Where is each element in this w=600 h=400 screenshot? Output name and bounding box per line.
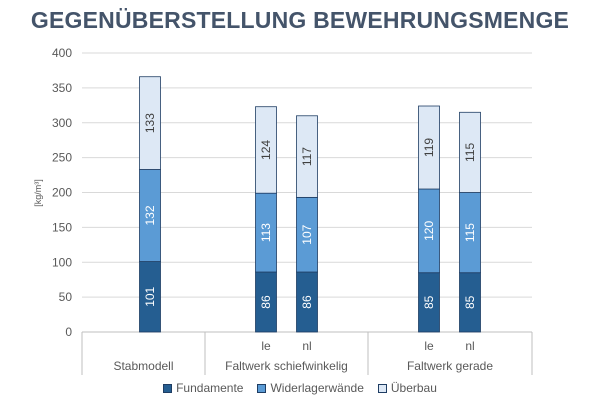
data-label: 120 <box>422 221 436 241</box>
legend-label-widerlagerwaende: Widerlagerwände <box>270 381 364 395</box>
data-label: 124 <box>259 140 273 160</box>
chart-title: GEGENÜBERSTELLUNG BEWEHRUNGSMENGE <box>30 7 570 33</box>
y-tick-label: 300 <box>52 116 72 130</box>
y-tick-label: 350 <box>52 81 72 95</box>
legend-label-fundamente: Fundamente <box>176 381 244 395</box>
x-subcategory-label: le <box>424 339 434 353</box>
x-group-label: Stabmodell <box>113 359 173 373</box>
data-label: 86 <box>300 295 314 309</box>
bar-segment <box>296 115 318 198</box>
legend: Fundamente Widerlagerwände Überbau <box>0 380 600 396</box>
legend-swatch-widerlagerwaende <box>257 383 267 393</box>
bar-segment <box>255 106 277 194</box>
legend-swatch-ueberbau <box>377 383 387 393</box>
legend-item-widerlagerwaende: Widerlagerwände <box>257 381 364 395</box>
x-group-label: Faltwerk gerade <box>407 359 493 373</box>
bar-segment <box>418 105 440 190</box>
x-subcategory-label: nl <box>465 339 474 353</box>
y-axis-label: [kg/m³] <box>33 179 43 207</box>
y-tick-label: 0 <box>65 325 72 339</box>
x-subcategory-label: nl <box>302 339 311 353</box>
data-label: 115 <box>463 143 477 162</box>
data-label: 133 <box>143 113 157 133</box>
data-label: 101 <box>143 286 157 306</box>
y-tick-label: 250 <box>52 151 72 165</box>
legend-label-ueberbau: Überbau <box>390 381 437 395</box>
legend-item-fundamente: Fundamente <box>163 381 243 395</box>
bar-segment <box>139 76 161 170</box>
legend-item-ueberbau: Überbau <box>377 381 437 395</box>
data-label: 115 <box>463 223 477 242</box>
x-subcategory-label: le <box>261 339 271 353</box>
data-label: 119 <box>422 138 436 157</box>
data-label: 85 <box>463 295 477 309</box>
data-label: 132 <box>143 205 157 225</box>
y-tick-label: 100 <box>52 255 72 269</box>
bar-segment <box>459 111 481 193</box>
y-tick-label: 200 <box>52 186 72 200</box>
data-label: 107 <box>300 224 314 244</box>
y-tick-label: 50 <box>59 290 73 304</box>
y-tick-label: 400 <box>52 46 72 60</box>
data-label: 117 <box>300 147 314 166</box>
legend-swatch-fundamente <box>163 383 173 393</box>
y-tick-label: 150 <box>52 220 72 234</box>
data-label: 86 <box>259 295 273 309</box>
data-label: 113 <box>259 223 273 242</box>
x-group-label: Faltwerk schiefwinkelig <box>225 359 348 373</box>
data-label: 85 <box>422 295 436 309</box>
